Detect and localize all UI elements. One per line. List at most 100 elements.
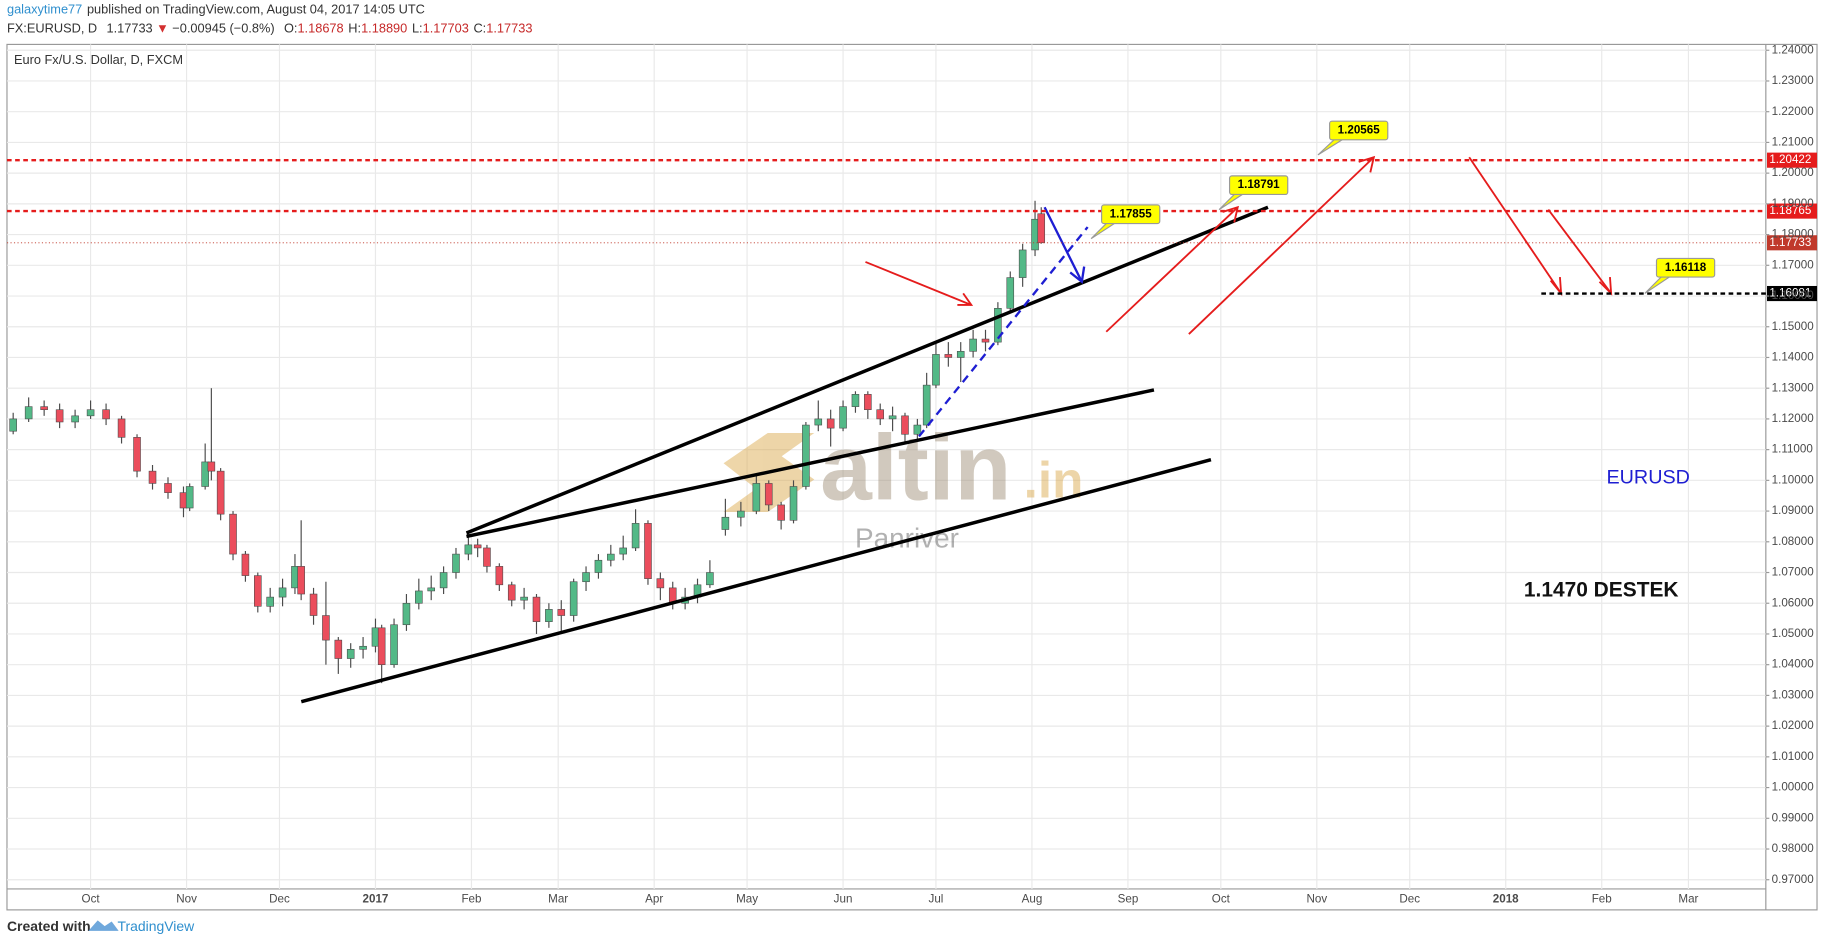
callout-label: 1.17855 <box>1110 207 1153 220</box>
candle-body <box>254 575 262 607</box>
candle-body <box>415 590 423 604</box>
symbol-line: FX:EURUSD, D 1.17733 ▼ −0.00945 (−0.8%) O: 1.… <box>7 21 532 36</box>
candles <box>9 200 1046 684</box>
candle-body <box>9 418 17 432</box>
chart-frame <box>6 43 1818 911</box>
callout-label: 1.18791 <box>1238 178 1281 191</box>
candle-body <box>956 351 965 358</box>
candle-body <box>764 483 773 506</box>
x-tick-label: Feb <box>1592 892 1612 905</box>
x-tick-label: Sep <box>1118 892 1139 905</box>
candle-body <box>888 415 897 420</box>
candle-body <box>464 544 473 555</box>
level-label: 1.18765 <box>1769 204 1811 217</box>
candle-body <box>473 544 482 549</box>
candle-body <box>545 609 553 622</box>
candle-body <box>901 415 909 435</box>
y-tick-label: 1.01000 <box>1772 750 1815 763</box>
candle-body <box>557 609 566 616</box>
candle-body <box>913 424 922 435</box>
candle-body <box>117 418 126 438</box>
candle-body <box>969 338 977 352</box>
down-arrow: ▼ <box>156 21 169 36</box>
level-label: 1.20422 <box>1769 153 1811 166</box>
candle-body <box>994 308 1002 343</box>
author[interactable]: galaxytime77 <box>7 2 82 17</box>
x-tick-label: Oct <box>1212 892 1231 905</box>
candle-body <box>40 406 48 410</box>
y-tick-label: 1.15000 <box>1772 320 1815 333</box>
y-tick-label: 1.13000 <box>1772 381 1815 394</box>
candle-body <box>359 645 367 650</box>
y-tick-label: 0.98000 <box>1772 842 1815 855</box>
candle-body <box>777 504 785 521</box>
last-price-bg <box>1767 235 1818 251</box>
candle-body <box>631 523 640 549</box>
y-tick-label: 1.12000 <box>1772 412 1815 425</box>
candle-body <box>483 547 491 567</box>
y-tick-label: 1.11000 <box>1772 443 1814 456</box>
y-tick-label: 1.09000 <box>1772 504 1815 517</box>
ohlc-value: 1.18890 <box>361 21 407 36</box>
candle-body <box>1018 249 1027 278</box>
footer: Created with TradingView <box>7 918 195 934</box>
published: published on TradingView.com, August 04,… <box>87 2 425 17</box>
candle-body <box>377 627 386 665</box>
projection-line <box>918 226 1089 438</box>
ohlc-key: O: <box>284 21 298 36</box>
trend-line <box>465 205 1269 535</box>
created-with: Created with <box>7 918 91 934</box>
drawings <box>300 155 1613 704</box>
trend-line <box>300 458 1212 704</box>
x-tick-label: Apr <box>645 892 663 905</box>
level-label: 1.16081 <box>1769 287 1811 300</box>
ohlc-key: L: <box>412 21 423 36</box>
x-tick-label: 2018 <box>1493 892 1519 905</box>
publish-line: galaxytime77 published on TradingView.com… <box>7 2 425 17</box>
level-label-bg <box>1767 285 1818 302</box>
x-tick-label: Feb <box>461 892 481 905</box>
candle-body <box>495 566 504 586</box>
y-tick-label: 1.19000 <box>1772 197 1815 210</box>
candle-body <box>278 587 287 598</box>
candle-body <box>439 572 448 589</box>
callout-box <box>1655 257 1716 278</box>
annotation-layer: 1.20422 1.18765 1.16081 1.17733 1.20565 1.187… <box>6 120 1818 302</box>
candle-body <box>185 486 194 509</box>
y-tick-label: 0.99000 <box>1772 811 1815 824</box>
last-price: 1.17733 <box>106 21 152 36</box>
candle-body <box>981 338 990 343</box>
blue-arrow <box>1043 206 1086 284</box>
x-tick-label: Mar <box>1678 892 1698 905</box>
candle-body <box>133 437 141 472</box>
candle-body <box>826 418 835 429</box>
ohlc-key: H: <box>348 21 361 36</box>
y-tick-label: 1.02000 <box>1772 719 1815 732</box>
ohlc-value: 1.17733 <box>486 21 532 36</box>
tradingview-link[interactable]: TradingView <box>117 918 195 934</box>
y-tick-label: 1.23000 <box>1772 74 1815 87</box>
y-tick-label: 1.05000 <box>1772 627 1815 640</box>
candle-body <box>814 418 823 426</box>
candle-body <box>619 547 627 555</box>
candle-body <box>266 596 274 607</box>
candle-body <box>86 409 95 417</box>
chart-title: Euro Fx/U.S. Dollar, D, FXCM <box>14 52 183 67</box>
x-tick-label: 2017 <box>363 892 389 905</box>
candle-body <box>334 639 343 659</box>
change: −0.00945 (−0.8%) <box>172 21 274 36</box>
x-tick-label: Nov <box>176 892 197 905</box>
y-tick-label: 1.18000 <box>1772 228 1815 241</box>
y-tick-label: 1.03000 <box>1772 688 1815 701</box>
candle-body <box>851 394 860 407</box>
grid-layer <box>6 44 1766 889</box>
symbol: FX:EURUSD, D <box>7 21 97 36</box>
y-tick-label: 1.21000 <box>1772 135 1815 148</box>
candle-body <box>656 578 665 589</box>
candle-body <box>402 602 411 626</box>
candle-body <box>789 486 798 521</box>
x-tick-label: Jul <box>929 892 944 905</box>
candle-body <box>944 354 953 358</box>
y-tick-label: 1.00000 <box>1772 781 1815 794</box>
x-tick-label: Aug <box>1022 892 1043 905</box>
